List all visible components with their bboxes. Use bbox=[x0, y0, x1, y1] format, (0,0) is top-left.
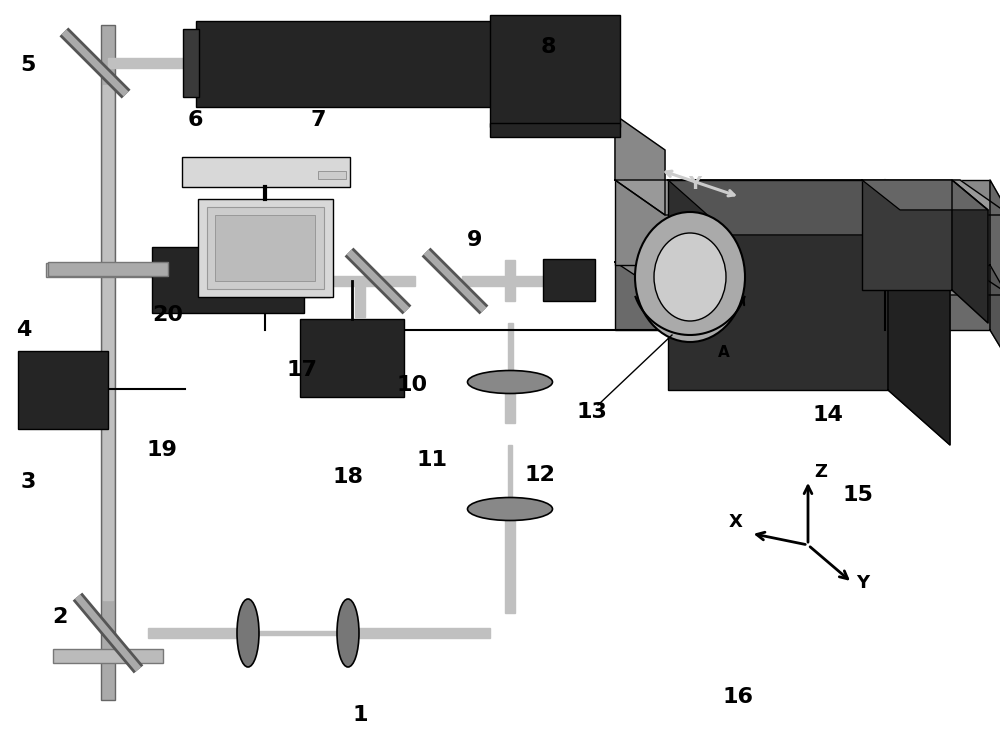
Bar bbox=[490, 15, 620, 127]
Bar bbox=[668, 180, 888, 390]
Text: 14: 14 bbox=[813, 405, 843, 425]
Ellipse shape bbox=[237, 599, 259, 667]
Polygon shape bbox=[615, 262, 1000, 295]
Polygon shape bbox=[108, 58, 195, 68]
Text: X: X bbox=[729, 513, 743, 531]
Polygon shape bbox=[505, 393, 515, 423]
Polygon shape bbox=[358, 628, 490, 638]
Text: 6: 6 bbox=[187, 110, 203, 130]
Bar bbox=[182, 157, 350, 187]
Bar bbox=[207, 207, 324, 289]
Ellipse shape bbox=[468, 498, 552, 521]
Bar bbox=[304, 261, 330, 297]
Bar bbox=[198, 199, 333, 297]
Polygon shape bbox=[862, 180, 988, 210]
Polygon shape bbox=[103, 85, 113, 600]
Text: Y: Y bbox=[688, 175, 702, 193]
Bar bbox=[196, 21, 518, 107]
Bar bbox=[318, 171, 346, 179]
Polygon shape bbox=[990, 180, 1000, 300]
Polygon shape bbox=[508, 323, 512, 371]
Polygon shape bbox=[952, 180, 988, 323]
Text: 5: 5 bbox=[20, 55, 36, 75]
Text: 10: 10 bbox=[396, 375, 428, 395]
Text: 17: 17 bbox=[287, 360, 318, 380]
Text: 16: 16 bbox=[722, 687, 754, 707]
Ellipse shape bbox=[635, 212, 745, 342]
Bar bbox=[490, 123, 620, 137]
Polygon shape bbox=[259, 631, 338, 635]
Polygon shape bbox=[990, 262, 1000, 363]
Ellipse shape bbox=[468, 370, 552, 393]
Text: 15: 15 bbox=[843, 485, 873, 505]
Text: 20: 20 bbox=[153, 305, 184, 325]
Text: 2: 2 bbox=[52, 607, 68, 627]
Bar bbox=[101, 25, 115, 700]
Polygon shape bbox=[316, 276, 415, 286]
Bar bbox=[862, 180, 952, 290]
Bar bbox=[46, 263, 170, 277]
Polygon shape bbox=[355, 281, 365, 317]
Bar bbox=[183, 29, 199, 97]
Text: 8: 8 bbox=[540, 37, 556, 57]
Polygon shape bbox=[505, 260, 515, 301]
Text: Y: Y bbox=[856, 574, 869, 592]
Bar bbox=[615, 262, 990, 330]
Polygon shape bbox=[888, 180, 950, 445]
Bar bbox=[152, 247, 304, 313]
Text: 13: 13 bbox=[577, 402, 607, 422]
Polygon shape bbox=[615, 115, 665, 215]
Polygon shape bbox=[462, 276, 543, 286]
Polygon shape bbox=[668, 180, 950, 235]
Text: 12: 12 bbox=[525, 465, 555, 485]
Text: 18: 18 bbox=[333, 467, 364, 487]
Polygon shape bbox=[508, 445, 512, 498]
Ellipse shape bbox=[654, 233, 726, 321]
Text: 19: 19 bbox=[147, 440, 177, 460]
Text: 4: 4 bbox=[16, 320, 32, 340]
Bar bbox=[48, 262, 168, 276]
Polygon shape bbox=[615, 180, 1000, 215]
Text: 3: 3 bbox=[20, 472, 36, 492]
Ellipse shape bbox=[337, 599, 359, 667]
Bar bbox=[215, 215, 315, 281]
Bar bbox=[53, 649, 163, 663]
Text: Z: Z bbox=[814, 463, 827, 481]
Bar bbox=[543, 259, 595, 301]
Text: X: X bbox=[688, 272, 702, 290]
Bar bbox=[615, 180, 990, 265]
Text: 9: 9 bbox=[467, 230, 483, 250]
Text: 1: 1 bbox=[352, 705, 368, 725]
Text: A: A bbox=[718, 345, 730, 360]
Bar bbox=[300, 319, 404, 397]
Polygon shape bbox=[148, 628, 237, 638]
Text: 7: 7 bbox=[310, 110, 326, 130]
Text: 11: 11 bbox=[417, 450, 448, 470]
Bar bbox=[18, 351, 108, 429]
Polygon shape bbox=[505, 520, 515, 613]
